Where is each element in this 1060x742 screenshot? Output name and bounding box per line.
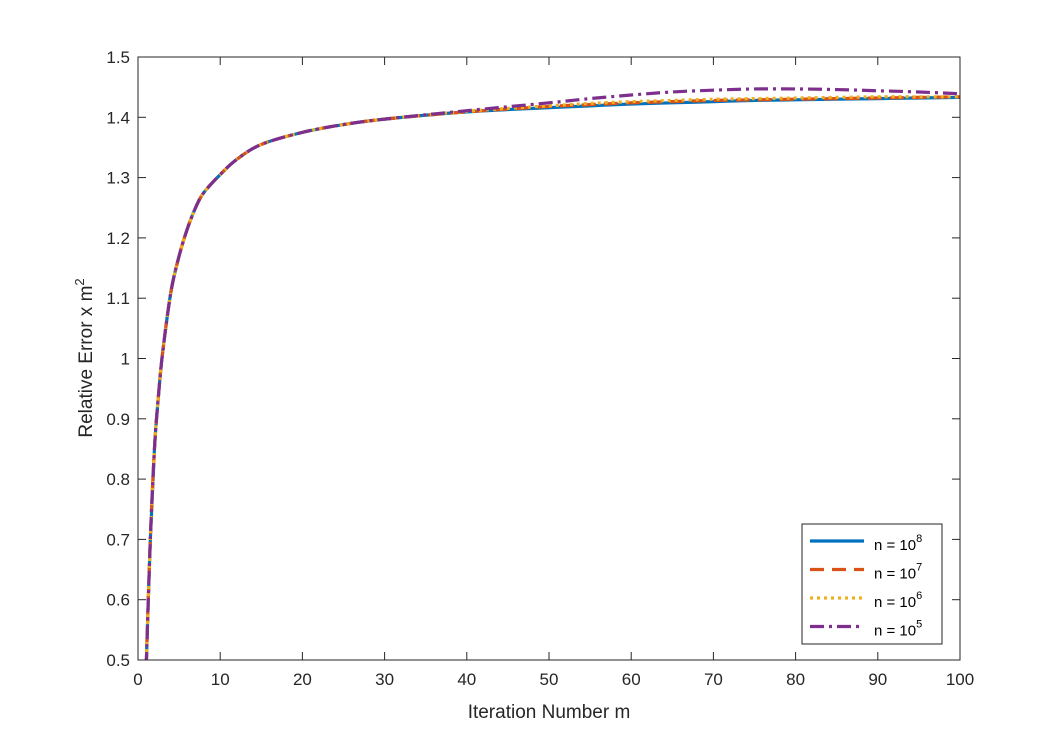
x-tick-label: 40	[457, 670, 476, 689]
x-tick-label: 50	[540, 670, 559, 689]
y-tick-label: 1.5	[106, 48, 130, 67]
x-tick-label: 90	[868, 670, 887, 689]
y-tick-label: 1.1	[106, 289, 130, 308]
x-axis-label: Iteration Number m	[468, 702, 631, 723]
y-axis-label-sup: 2	[72, 278, 87, 285]
x-tick-label: 60	[622, 670, 641, 689]
x-tick-label: 30	[375, 670, 394, 689]
y-tick-label: 1	[121, 350, 130, 369]
legend-label: n = 106	[874, 590, 922, 611]
series-line-4	[144, 87, 960, 660]
y-axis-label-base: Relative Error x m	[76, 286, 97, 438]
tick-layer: 0 10 20 30 40 50 60 70 80 90 100 0.5 0.6 0.7 0.8 0.9 1 1.…	[106, 48, 974, 689]
legend-label: n = 108	[874, 533, 922, 554]
legend-box	[801, 523, 943, 645]
x-tick-label: 20	[293, 670, 312, 689]
legend-label: n = 105	[874, 619, 922, 640]
series-layer	[144, 87, 960, 660]
legend-label: n = 107	[874, 562, 922, 583]
y-tick-label: 1.2	[106, 229, 130, 248]
x-tick-label: 10	[211, 670, 230, 689]
y-tick-label: 0.9	[106, 410, 130, 429]
x-tick-label: 70	[704, 670, 723, 689]
x-tick-label: 80	[786, 670, 805, 689]
legend: n = 108 n = 107 n = 106 n = 105	[801, 523, 943, 645]
series-line-3	[144, 95, 960, 660]
x-tick-label: 0	[133, 670, 142, 689]
x-tick-label: 100	[946, 670, 974, 689]
y-tick-label: 1.4	[106, 108, 130, 127]
y-tick-label: 0.7	[106, 530, 130, 549]
y-tick-label: 1.3	[106, 169, 130, 188]
y-tick-label: 0.5	[106, 651, 130, 670]
y-tick-label: 0.6	[106, 591, 130, 610]
y-axis-label: Relative Error x m2	[72, 278, 97, 437]
y-tick-label: 0.8	[106, 470, 130, 489]
